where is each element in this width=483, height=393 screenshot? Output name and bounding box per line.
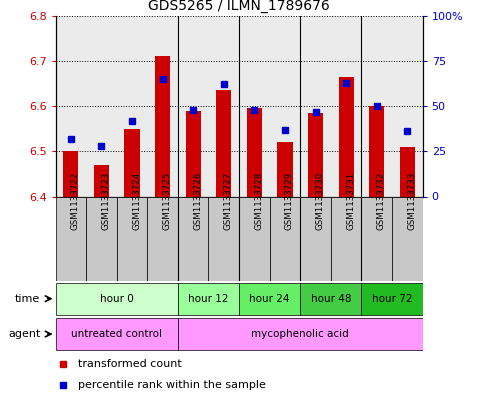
Text: hour 72: hour 72 [372, 294, 412, 304]
Bar [369, 106, 384, 196]
Bar [392, 16, 423, 196]
Text: agent: agent [8, 329, 40, 339]
FancyBboxPatch shape [239, 196, 270, 281]
FancyBboxPatch shape [331, 196, 361, 281]
FancyBboxPatch shape [56, 283, 178, 314]
Bar [331, 16, 361, 196]
Bar [239, 16, 270, 196]
Text: hour 24: hour 24 [249, 294, 290, 304]
Bar [247, 108, 262, 196]
FancyBboxPatch shape [300, 283, 361, 314]
Bar [94, 165, 109, 196]
Bar [209, 16, 239, 196]
Bar [63, 151, 78, 196]
Text: percentile rank within the sample: percentile rank within the sample [78, 380, 266, 390]
Text: transformed count: transformed count [78, 358, 181, 369]
Text: GSM1133726: GSM1133726 [193, 172, 202, 230]
Bar [361, 16, 392, 196]
FancyBboxPatch shape [147, 196, 178, 281]
Text: GSM1133723: GSM1133723 [101, 172, 111, 230]
Text: GSM1133731: GSM1133731 [346, 172, 355, 230]
Text: GSM1133724: GSM1133724 [132, 172, 141, 230]
Bar [216, 90, 231, 196]
FancyBboxPatch shape [178, 318, 423, 350]
Bar [277, 142, 293, 196]
FancyBboxPatch shape [392, 196, 423, 281]
FancyBboxPatch shape [178, 283, 239, 314]
Text: untreated control: untreated control [71, 329, 162, 339]
FancyBboxPatch shape [239, 283, 300, 314]
FancyBboxPatch shape [56, 196, 86, 281]
Text: GSM1133732: GSM1133732 [377, 172, 386, 230]
FancyBboxPatch shape [300, 196, 331, 281]
Bar [308, 113, 323, 196]
Bar [300, 16, 331, 196]
Text: GSM1133733: GSM1133733 [407, 172, 416, 230]
Text: hour 12: hour 12 [188, 294, 229, 304]
Bar [155, 57, 170, 196]
FancyBboxPatch shape [56, 318, 178, 350]
Text: GSM1133730: GSM1133730 [315, 172, 325, 230]
Bar [339, 77, 354, 196]
Bar [178, 16, 209, 196]
FancyBboxPatch shape [361, 283, 423, 314]
FancyBboxPatch shape [178, 196, 209, 281]
Text: GSM1133727: GSM1133727 [224, 172, 233, 230]
FancyBboxPatch shape [361, 196, 392, 281]
Bar [270, 16, 300, 196]
FancyBboxPatch shape [86, 196, 117, 281]
FancyBboxPatch shape [209, 196, 239, 281]
Text: GSM1133728: GSM1133728 [255, 172, 263, 230]
FancyBboxPatch shape [117, 196, 147, 281]
Text: time: time [15, 294, 40, 304]
Text: mycophenolic acid: mycophenolic acid [251, 329, 349, 339]
Text: GSM1133725: GSM1133725 [163, 172, 171, 230]
Title: GDS5265 / ILMN_1789676: GDS5265 / ILMN_1789676 [148, 0, 330, 13]
Bar [147, 16, 178, 196]
Bar [185, 111, 201, 196]
Text: GSM1133729: GSM1133729 [285, 172, 294, 230]
Bar [56, 16, 86, 196]
Text: hour 48: hour 48 [311, 294, 351, 304]
Text: GSM1133722: GSM1133722 [71, 172, 80, 230]
Text: hour 0: hour 0 [100, 294, 134, 304]
Bar [86, 16, 117, 196]
Bar [117, 16, 147, 196]
Bar [125, 129, 140, 196]
Bar [400, 147, 415, 196]
FancyBboxPatch shape [270, 196, 300, 281]
